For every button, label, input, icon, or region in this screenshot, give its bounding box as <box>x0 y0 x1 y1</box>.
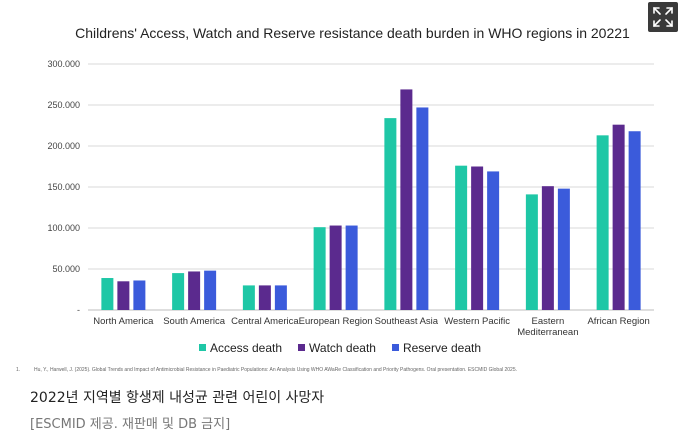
expand-icon <box>653 7 673 27</box>
bar <box>101 278 114 310</box>
footnote: 1. Hu, Y., Harwell, J. (2025). Global Tre… <box>16 367 656 373</box>
y-tick-label: 300.000 <box>47 59 80 69</box>
legend-swatch <box>391 344 399 351</box>
bar <box>487 171 500 310</box>
legend-item: Access death <box>198 341 283 355</box>
x-tick-label: South America <box>163 316 225 327</box>
bar <box>274 285 287 310</box>
expand-button[interactable] <box>648 2 678 32</box>
bar <box>455 165 468 310</box>
x-tick-label: North America <box>93 316 154 327</box>
legend-label: Reserve death <box>402 341 482 355</box>
bar <box>188 271 201 310</box>
bar <box>612 124 625 311</box>
x-tick-label: Mediterranean <box>517 327 578 338</box>
y-tick-label: 50.000 <box>52 264 80 274</box>
legend-swatch <box>298 344 306 351</box>
bar <box>133 280 146 310</box>
caption-credit: [ESCMID 제공. 재판매 및 DB 금지] <box>30 417 231 432</box>
x-tick-label: Central America <box>231 316 299 327</box>
bar <box>384 118 397 311</box>
y-tick-label: 200.000 <box>47 141 80 151</box>
y-tick-label: 250.000 <box>47 100 80 110</box>
bar <box>628 131 641 310</box>
x-tick-label: Western Pacific <box>444 316 510 327</box>
bar <box>400 89 413 310</box>
y-tick-label: 150.000 <box>47 182 80 192</box>
bar <box>416 107 429 311</box>
chart-legend: Access death Watch death Reserve death <box>0 341 680 355</box>
bar <box>345 225 358 310</box>
x-tick-label: Eastern <box>532 316 565 327</box>
y-tick-label: - <box>77 305 80 315</box>
bar <box>471 166 484 310</box>
chart-title: Childrens' Access, Watch and Reserve res… <box>75 25 630 41</box>
bar <box>525 194 538 310</box>
caption-title: 2022년 지역별 항생제 내성균 관련 어린이 사망자 <box>30 390 325 406</box>
bar <box>313 227 326 310</box>
bar <box>329 225 342 310</box>
chart: - 50.000 100.000 150.000 200.000 250.000 300.0… <box>47 59 654 338</box>
footnote-text: Hu, Y., Harwell, J. (2025). Global Trend… <box>34 367 518 373</box>
bar <box>117 281 130 310</box>
legend-label: Watch death <box>309 341 376 355</box>
bar <box>172 273 185 310</box>
x-tick-label: European Region <box>299 316 373 327</box>
y-tick-label: 100.000 <box>47 223 80 233</box>
bar <box>596 135 609 310</box>
bar <box>204 270 217 310</box>
legend-item: Watch death <box>298 341 376 355</box>
legend-swatch <box>198 344 206 351</box>
footnote-number: 1. <box>16 367 21 373</box>
x-tick-label: Southeast Asia <box>375 316 439 327</box>
legend-label: Access death <box>209 341 283 355</box>
bar <box>258 285 271 310</box>
legend-item: Reserve death <box>391 341 482 355</box>
x-tick-label: African Region <box>587 316 649 327</box>
bar <box>557 188 570 310</box>
bar <box>242 285 255 310</box>
bar <box>541 186 554 310</box>
